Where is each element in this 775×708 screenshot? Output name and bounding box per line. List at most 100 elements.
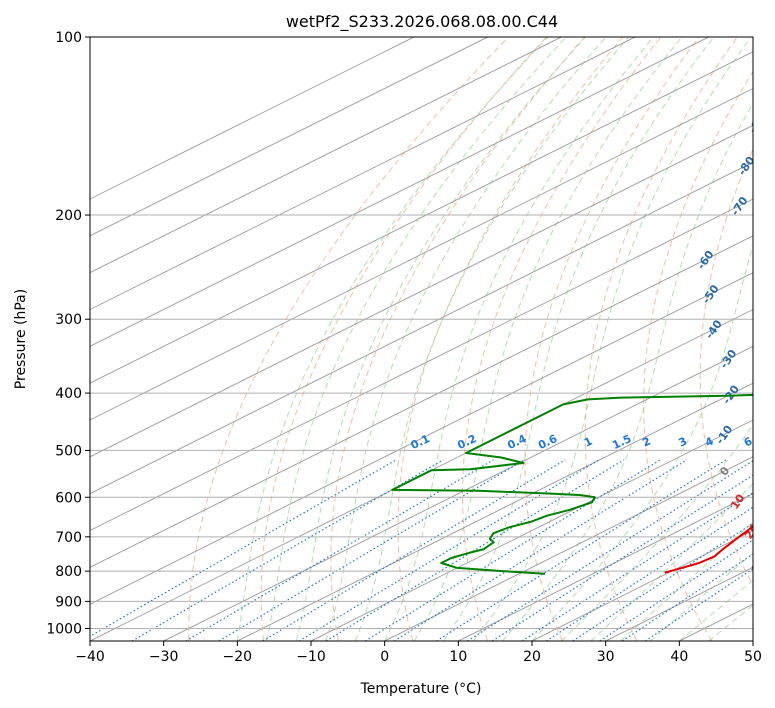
moist-adiabat-line [354,37,630,641]
mixing-ratio-line [622,553,753,641]
y-tick-label: 200 [55,208,82,224]
x-tick-label: 20 [523,649,541,665]
mixing-ratio-label: 0.6 [536,432,559,452]
isotherm-label: -60 [695,248,717,272]
isotherm-line [90,161,753,495]
mixing-ratio-line [436,459,727,641]
dry-adiabat-line [188,37,509,641]
isotherm-line [752,640,753,641]
dry-adiabat-line [397,37,624,641]
mixing-ratio-line [131,459,444,641]
x-tick-label: 50 [744,649,762,665]
y-tick-label: 500 [55,443,82,459]
x-tick-label: 10 [449,649,467,665]
y-axis-label: Pressure (hPa) [13,289,29,389]
y-axis: 100 200 300 400 500 600 700 800 900 1000 [46,30,90,637]
isotherm-line [163,345,753,641]
isotherm-label: -30 [717,347,739,371]
moist-adiabat-line [649,552,753,641]
dry-adiabat-line [584,37,738,641]
isotherm-line [531,529,753,641]
moist-adiabat-line [413,37,683,641]
y-tick-label: 300 [55,312,82,328]
isotherm-label: -40 [703,317,725,341]
y-tick-label: 800 [55,564,82,580]
mixing-ratio-line [644,567,753,641]
mixing-ratio-line [599,539,753,641]
moist-adiabat-line [620,521,753,641]
moist-adiabat-line [531,243,753,641]
isotherm-label: 40 [761,586,775,606]
background-lines [90,37,775,641]
x-tick-label: −10 [296,649,326,665]
moist-adiabat-line [443,37,715,641]
dry-adiabat-line [260,37,547,641]
isotherm-label: -90 [746,112,768,136]
mixing-ratio-line [491,474,753,641]
moist-adiabat-line [502,102,753,641]
moist-adiabat-line [708,604,753,641]
dry-adiabat-line [524,37,700,641]
y-tick-label: 100 [55,30,82,46]
moist-adiabat-line [295,37,586,641]
isotherm-line [310,419,753,641]
moist-adiabat-line [590,482,753,641]
isotherm-line [237,382,753,641]
profile-lines [391,393,753,575]
y-tick-label: 900 [55,594,82,610]
dry-adiabat-line [643,70,753,641]
isotherm-line [384,456,753,641]
isotherm-label: -10 [713,423,735,447]
moist-adiabat-line [384,37,654,641]
mixing-ratio-label: 2 [640,435,652,450]
mixing-ratio-label: 0.4 [505,432,528,452]
moist-adiabat-line [236,37,549,641]
isotherm-line [90,37,709,347]
isotherm-label: -50 [700,282,722,306]
x-tick-label: 0 [380,649,389,665]
x-axis-label: Temperature (°C) [360,681,482,697]
isotherm-label: 0 [717,464,732,478]
x-tick-label: −20 [223,649,253,665]
isotherm-line [90,272,753,605]
mixing-ratio-label: 4 [703,434,716,449]
moist-adiabat-line [472,37,752,641]
mixing-ratio-line [467,460,753,641]
chart-title: wetPf2_S233.2026.068.08.00.C44 [286,12,558,32]
mixing-ratio-line [393,459,688,641]
isotherm-line [90,37,415,200]
y-tick-label: 600 [55,490,82,506]
dry-adiabat-line [330,37,585,641]
isotherm-line [458,493,753,641]
isotherm-line [90,51,753,384]
y-tick-label: 400 [55,386,82,402]
isotherm-line [90,37,488,237]
moist-adiabat-line [266,37,567,641]
mixing-ratio-label: 6 [742,434,755,449]
isotherm-line [90,235,753,568]
x-tick-label: 40 [670,649,688,665]
y-tick-label: 700 [55,530,82,546]
moist-adiabat-line [325,37,607,641]
mixing-ratio-line [572,522,753,641]
mixing-ratio-line [262,459,566,641]
isotherm-line [90,87,753,421]
mixing-ratio-line [90,459,397,637]
dry-adiabat-line [462,37,662,641]
dewpoint-profile [391,393,753,575]
x-axis: −40 −30 −20 −10 0 10 20 30 40 50 [75,641,762,665]
y-tick-label: 1000 [46,621,82,637]
pressure-gridlines [90,37,753,629]
plot-frame [89,36,754,642]
isotherm-line [90,124,753,458]
dry-adiabat-line [699,147,753,587]
isotherm-line [90,37,562,274]
x-tick-label: −40 [75,649,105,665]
isotherm-label: 30 [749,555,769,575]
mixing-ratio-line [364,459,661,641]
dry-adiabat-line [755,37,775,641]
isotherm-label: 10 [728,491,748,511]
mixing-ratio-label: 1 [582,435,594,450]
isotherm-line [90,308,753,641]
